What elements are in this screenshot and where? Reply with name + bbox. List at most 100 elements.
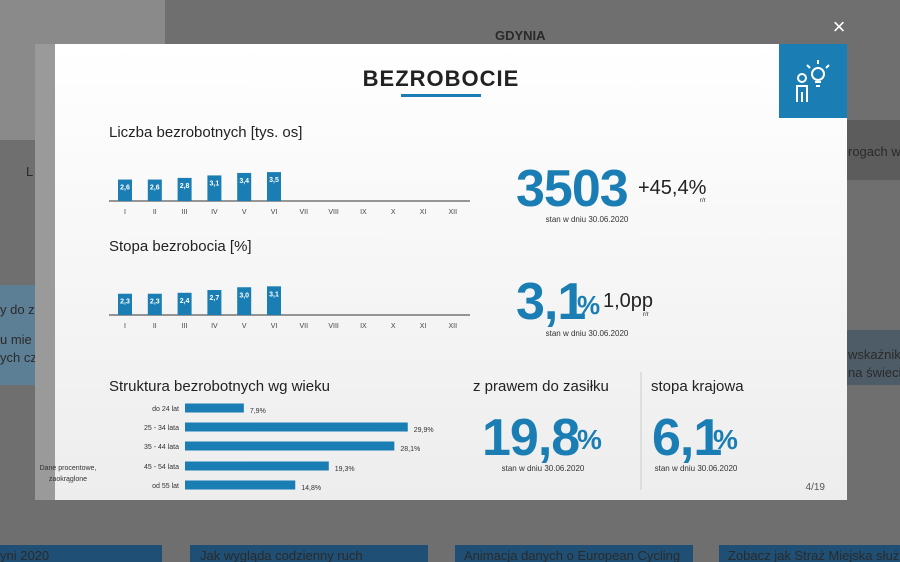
tile (0, 545, 162, 562)
x-tick-label: XII (449, 209, 458, 216)
tile (0, 285, 35, 385)
title: BEZROBOCIE (363, 66, 520, 91)
x-tick-label: VII (300, 209, 309, 216)
chart-title: Stopa bezrobocia [%] (109, 238, 252, 255)
x-tick-label: II (153, 209, 157, 216)
icon-box (779, 44, 847, 118)
chart-title: Liczba bezrobotnych [tys. os] (109, 124, 302, 141)
title-underline (401, 94, 481, 97)
x-tick-label: V (242, 323, 247, 330)
y-tick-label: 25 - 34 lata (144, 425, 179, 432)
slide-counter: 4/19 (806, 482, 826, 493)
tile (719, 545, 900, 562)
stat-change: 1,0pp (603, 290, 653, 312)
bar (207, 290, 222, 315)
bar (237, 287, 252, 315)
y-tick-label: 35 - 44 lata (144, 444, 179, 451)
close-button[interactable]: × (833, 14, 846, 39)
tile-text: rogach w (848, 144, 900, 159)
x-tick-label: X (391, 323, 396, 330)
value-label: 28,1% (400, 446, 420, 453)
value-label: 7,9% (250, 408, 266, 415)
value-label: 2,8 (180, 183, 190, 190)
tile (847, 120, 900, 180)
bar (185, 480, 296, 490)
stat-value: 19,8 (482, 409, 579, 467)
stat-change-unit: r/r (643, 312, 649, 318)
bar (185, 461, 329, 471)
x-tick-label: VIII (328, 209, 339, 216)
tile-text: u mie (0, 332, 32, 347)
x-tick-label: VI (271, 323, 278, 330)
bar (177, 292, 192, 315)
value-label: 2,4 (180, 298, 190, 305)
value-label: 3,5 (269, 177, 279, 184)
bar (118, 293, 132, 315)
stat-label: stopa krajowa (651, 378, 744, 395)
value-label: 3,1 (269, 291, 279, 298)
x-tick-label: IX (360, 209, 367, 216)
stat-change-unit: r/r (700, 198, 706, 204)
bar (237, 172, 252, 201)
x-tick-label: IV (211, 209, 218, 216)
tile-text: L (26, 164, 33, 179)
stat-date: stan w dniu 30.06.2020 (502, 464, 585, 473)
note: zaokrąglone (49, 476, 87, 483)
tile (190, 545, 428, 562)
x-tick-label: VI (271, 209, 278, 216)
stat-value: 3503 (516, 160, 628, 218)
x-tick-label: VIII (328, 323, 339, 330)
value-label: 14,8% (301, 485, 321, 492)
tile-text: Zobacz jak Straż Miejska służ (728, 548, 899, 562)
tile-text: yni 2020 (0, 548, 49, 562)
stat-unit: % (577, 424, 602, 455)
value-label: 29,9% (414, 427, 434, 434)
icon (796, 60, 830, 102)
x-tick-label: VII (300, 323, 309, 330)
value-label: 2,3 (120, 299, 130, 306)
tile (455, 545, 693, 562)
bar (267, 286, 281, 315)
x-tick-label: X (391, 209, 396, 216)
bar (185, 422, 408, 432)
x-tick-label: III (182, 209, 188, 216)
tile-text: Animacja danych o European Cycling (464, 548, 680, 562)
lightbox: BEZROBOCIE Liczba bezrobotnych [tys. os]… (35, 44, 847, 500)
bar (177, 177, 192, 201)
tile-text: GDYNIA (495, 28, 546, 43)
charts: Liczba bezrobotnych [tys. os]I2,6II2,6II… (40, 124, 470, 492)
stat-date: stan w dniu 30.06.2020 (655, 464, 738, 473)
value-label: 3,1 (210, 180, 220, 187)
stat-value: 6,1 (652, 409, 721, 467)
stat-change: +45,4% (638, 177, 707, 199)
x-tick-label: IX (360, 323, 367, 330)
x-tick-label: I (124, 209, 126, 216)
chart-title: Struktura bezrobotnych wg wieku (109, 378, 330, 395)
x-tick-label: I (124, 323, 126, 330)
stat-value: 3,1 (516, 273, 585, 331)
x-tick-label: XI (420, 209, 427, 216)
value-label: 2,3 (150, 299, 160, 306)
value-label: 2,6 (150, 185, 160, 192)
x-tick-label: III (182, 323, 188, 330)
stat-date: stan w dniu 30.06.2020 (546, 215, 629, 224)
y-tick-label: 45 - 54 lata (144, 464, 179, 471)
value-label: 3,0 (239, 292, 249, 299)
bar (147, 179, 162, 201)
bar (267, 172, 281, 201)
note: Dane procentowe, (40, 465, 97, 472)
tile-text: wskaźniki (847, 347, 900, 362)
tile-text: y do z (0, 302, 35, 317)
stat-unit: % (577, 290, 600, 320)
bar (207, 175, 222, 201)
y-tick-label: od 55 lat (152, 483, 179, 490)
tile-text: na świecie (848, 365, 900, 380)
stat-date: stan w dniu 30.06.2020 (546, 329, 629, 338)
value-label: 2,7 (210, 295, 220, 302)
x-tick-label: XI (420, 323, 427, 330)
bar (185, 441, 395, 451)
bar (185, 403, 244, 413)
x-tick-label: IV (211, 323, 218, 330)
stat-unit: % (713, 424, 738, 455)
